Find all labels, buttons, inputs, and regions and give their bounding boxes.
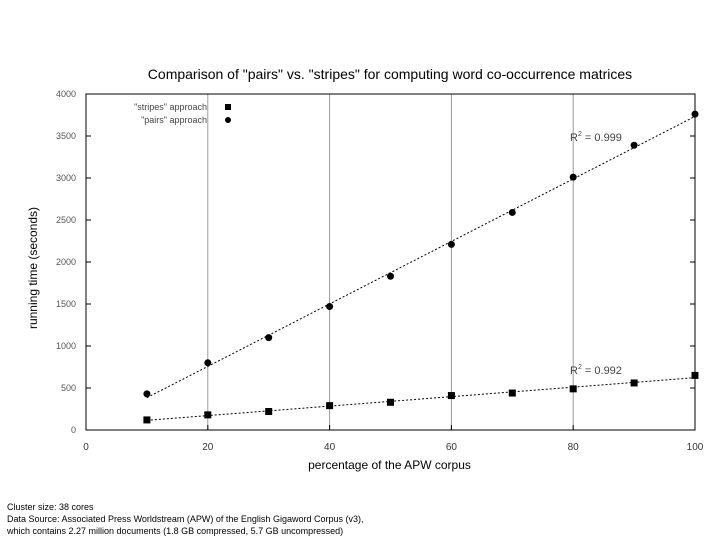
stripes-fit-line (146, 377, 696, 421)
stripes-data-point (691, 371, 699, 379)
pairs-data-point (508, 208, 516, 216)
plot-frame (85, 93, 696, 431)
stripes-data-point (630, 379, 638, 387)
y-tick-label: 1000 (56, 341, 76, 351)
x-tick-label: 0 (83, 442, 89, 453)
pairs-data-point (143, 390, 151, 398)
pairs-data-point (326, 303, 334, 311)
pairs-data-point (387, 272, 394, 280)
footnote-corpus-size: which contains 2.27 million documents (1… (7, 526, 344, 536)
x-tick-label: 60 (446, 442, 458, 453)
footnote-data-source: Data Source: Associated Press Worldstrea… (7, 514, 364, 524)
y-tick-label: 2000 (56, 257, 76, 267)
stripes-data-point (204, 411, 212, 419)
y-tick-label: 2500 (56, 215, 76, 225)
y-tick-label: 500 (61, 383, 76, 393)
legend-marker-circle (225, 117, 231, 123)
legend-label: "stripes" approach (134, 102, 207, 112)
pairs-data-point (569, 173, 577, 181)
x-tick-label: 100 (687, 442, 704, 453)
chart-title: Comparison of "pairs" vs. "stripes" for … (148, 66, 632, 82)
pairs-data-point (447, 240, 455, 248)
pairs-data-point (630, 141, 638, 149)
stripes-data-point (265, 408, 273, 416)
x-tick-label: 80 (568, 442, 580, 453)
stripes-data-point (447, 392, 455, 400)
legend-marker-square (225, 104, 231, 110)
y-tick-label: 4000 (56, 89, 76, 99)
x-tick-label: 40 (324, 442, 336, 453)
y-tick-label: 3000 (56, 173, 76, 183)
y-tick-label: 1500 (56, 299, 76, 309)
stripes-data-point (387, 398, 394, 406)
pairs-r-squared-label: R2 = 0.999 (570, 131, 622, 144)
y-axis-label: running time (seconds) (26, 207, 40, 329)
x-axis-label: percentage of the APW corpus (308, 458, 471, 472)
y-tick-label: 0 (71, 425, 76, 435)
pairs-data-point (204, 359, 212, 367)
footnote-cluster-size: Cluster size: 38 cores (7, 502, 94, 512)
stripes-data-point (569, 385, 577, 393)
y-tick-label: 3500 (56, 131, 76, 141)
x-tick-label: 20 (202, 442, 214, 453)
stripes-data-point (508, 389, 516, 397)
stripes-data-point (143, 416, 151, 424)
pairs-data-point (265, 334, 273, 342)
stripes-data-point (326, 402, 334, 410)
pairs-data-point (691, 110, 699, 118)
stripes-r-squared-label: R2 = 0.992 (570, 364, 622, 377)
pairs-fit-line (146, 115, 696, 399)
legend-label: "pairs" approach (141, 115, 207, 125)
